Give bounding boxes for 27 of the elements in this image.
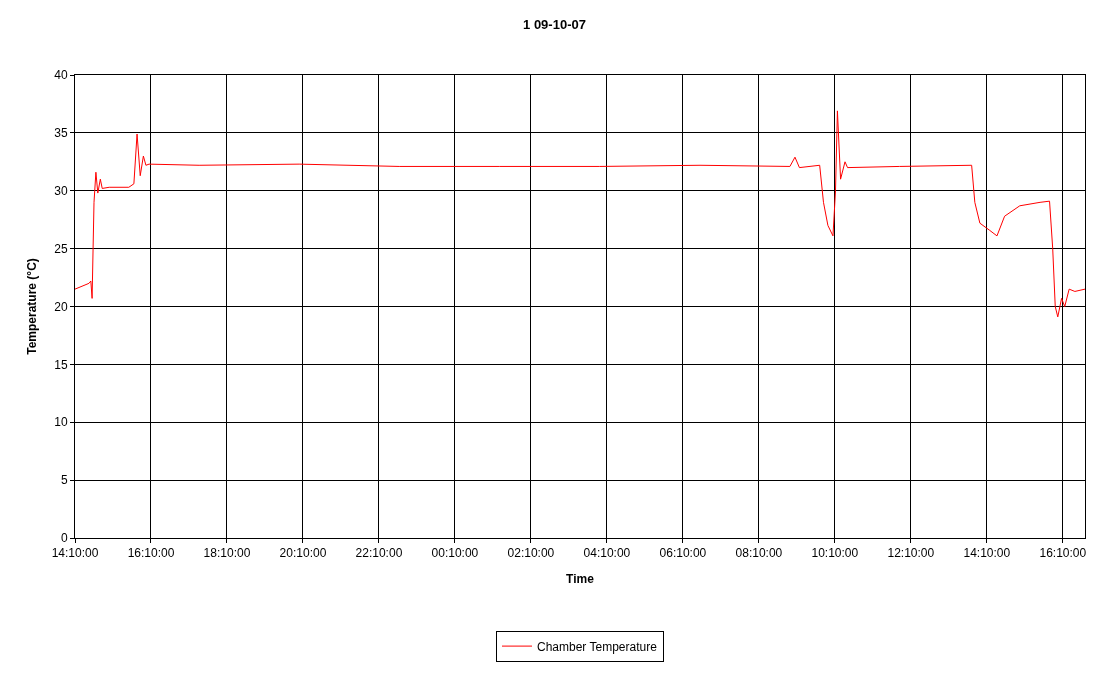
x-tick-label: 10:10:00 [811,546,859,561]
x-tick-label: 14:10:00 [51,546,99,561]
x-tick-label: 02:10:00 [507,546,555,561]
x-tick-label: 22:10:00 [355,546,403,561]
x-tick-label: 06:10:00 [659,546,707,561]
x-tick-label: 16:10:00 [127,546,175,561]
legend-label: Chamber Temperature [537,639,658,654]
x-tick-label: 20:10:00 [279,546,327,561]
x-tick-label: 12:10:00 [887,546,935,561]
x-tick-label: 16:10:00 [1039,546,1087,561]
y-tick-label: 15 [54,357,68,372]
y-tick-label: 25 [54,241,68,256]
y-tick-label: 35 [54,126,68,141]
y-tick-label: 10 [54,415,68,430]
x-tick-label: 18:10:00 [203,546,251,561]
y-tick-label: 5 [60,473,68,488]
chart-title: 1 09-10-07 [523,17,586,33]
x-axis-title: Time [566,572,595,587]
y-axis-title: Temperature (°C) [24,258,39,355]
x-tick-label: 08:10:00 [735,546,783,561]
x-tick-label: 14:10:00 [963,546,1011,561]
x-tick-label: 04:10:00 [583,546,631,561]
x-tick-label: 00:10:00 [431,546,479,561]
y-tick-label: 20 [54,299,68,314]
y-tick-label: 0 [60,531,68,546]
y-tick-label: 30 [54,183,68,198]
y-tick-label: 40 [54,68,68,83]
